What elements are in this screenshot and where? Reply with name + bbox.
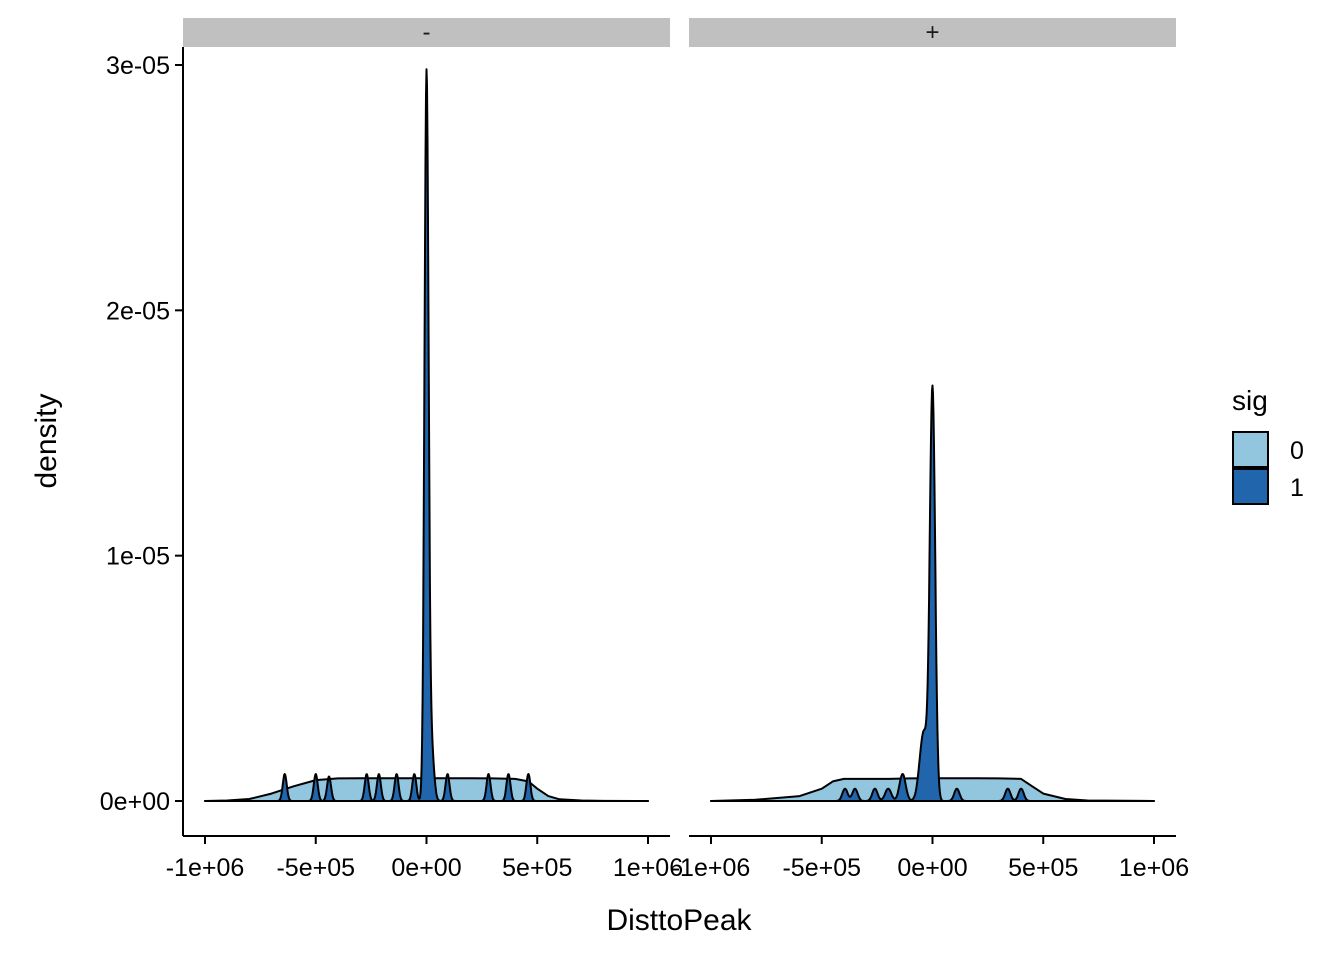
x-tick-label: -1e+06 (672, 854, 751, 882)
x-tick-label: 1e+06 (613, 854, 683, 882)
facet-panel-minus: - -1e+06 -5e+05 0e+00 5e+05 1e+06 (166, 18, 683, 882)
facet-panels: - -1e+06 -5e+05 0e+00 5e+05 1e+06 + -1e+06 -5e+0… (166, 18, 1189, 882)
x-tick-label: -1e+06 (166, 854, 245, 882)
legend-title: sig (1232, 385, 1268, 416)
facet-strip (183, 18, 670, 47)
y-tick-label: 1e-05 (106, 543, 170, 571)
y-tick-label: 3e-05 (106, 52, 170, 80)
x-tick-label: 5e+05 (1008, 854, 1078, 882)
legend: sig 0 1 (1232, 385, 1304, 505)
y-tick-label: 2e-05 (106, 297, 170, 325)
x-axis-title: DisttoPeak (606, 904, 752, 937)
y-axis-title: density (30, 393, 63, 488)
density-area-sig-1 (710, 384, 1155, 802)
x-tick-label: 1e+06 (1119, 854, 1189, 882)
facet-panel-plus: + -1e+06 -5e+05 0e+00 5e+05 1e+06 (672, 18, 1189, 882)
x-tick-label: 0e+00 (897, 854, 967, 882)
x-tick-label: -5e+05 (782, 854, 861, 882)
legend-key-0 (1232, 431, 1269, 468)
legend-key-1 (1232, 468, 1269, 505)
y-axis: 0e+00 1e-05 2e-05 3e-05 (100, 47, 184, 836)
legend-label-1: 1 (1290, 474, 1304, 502)
facet-strip-label: - (423, 19, 431, 46)
x-tick-label: -5e+05 (276, 854, 355, 882)
facet-strip-label: + (925, 19, 939, 46)
legend-label-0: 0 (1290, 437, 1304, 465)
x-tick-label: 5e+05 (502, 854, 572, 882)
y-tick-label: 0e+00 (100, 788, 170, 816)
x-tick-label: 0e+00 (391, 854, 461, 882)
density-area-sig-1 (204, 68, 649, 802)
facet-strip (689, 18, 1176, 47)
